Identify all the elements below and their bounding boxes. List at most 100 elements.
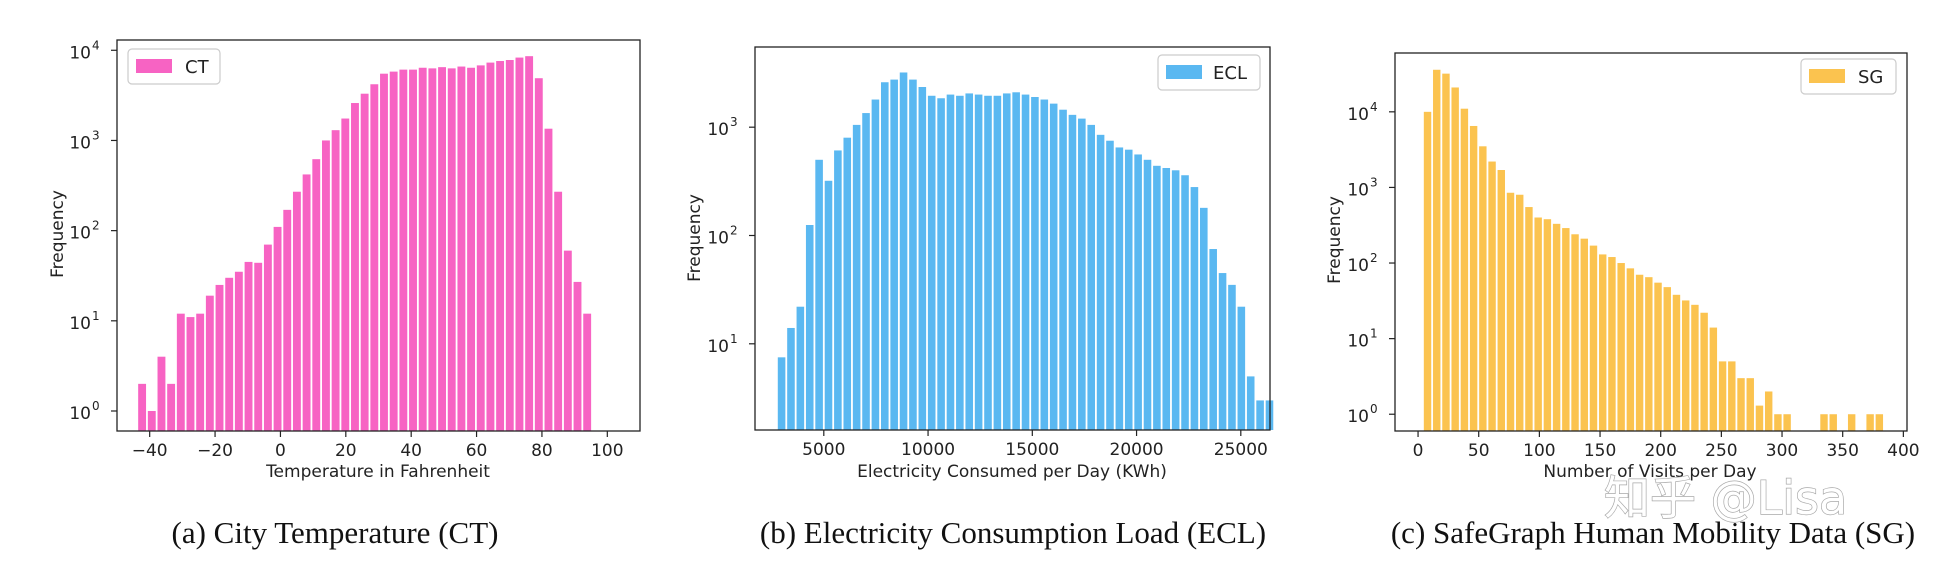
sg-y-tick-label: 10 bbox=[1347, 105, 1369, 125]
ct-bar bbox=[496, 61, 505, 432]
sg-bar bbox=[1442, 73, 1450, 431]
sg-x-axis-label: Number of Visits per Day bbox=[1543, 462, 1756, 482]
sg-bar bbox=[1516, 194, 1524, 431]
ecl-bar bbox=[1190, 187, 1199, 430]
ct-x-tick-label: 60 bbox=[466, 441, 488, 461]
sg-bar bbox=[1488, 161, 1496, 432]
sg-y-tick-exponent: 4 bbox=[1370, 100, 1378, 114]
sg-x-tick-label: 200 bbox=[1644, 441, 1676, 461]
ct-bar bbox=[341, 118, 350, 431]
ct-bar bbox=[196, 313, 205, 431]
ecl-bar bbox=[787, 327, 795, 430]
ecl-bar bbox=[1031, 97, 1039, 430]
ct-x-tick-label: 80 bbox=[531, 441, 553, 461]
ecl-x-axis-label: Electricity Consumed per Day (KWh) bbox=[857, 462, 1167, 482]
ct-caption: (a) City Temperature (CT) bbox=[172, 515, 499, 550]
ct-bar bbox=[331, 130, 340, 431]
ecl-bar bbox=[899, 72, 908, 430]
sg-bar bbox=[1829, 414, 1837, 431]
ct-legend-swatch bbox=[136, 59, 172, 73]
sg-x-tick-label: 250 bbox=[1705, 441, 1737, 461]
sg-bar bbox=[1599, 254, 1607, 431]
ct-legend-box bbox=[127, 48, 221, 85]
ecl-bar bbox=[881, 82, 889, 431]
ecl-bar bbox=[1078, 118, 1086, 431]
ct-bar bbox=[505, 60, 514, 431]
ecl-bar bbox=[1237, 306, 1246, 430]
ct-x-tick-label: 20 bbox=[335, 441, 357, 461]
ecl-legend-swatch bbox=[1166, 65, 1202, 79]
sg-y-tick-exponent: 0 bbox=[1370, 402, 1378, 416]
ecl-bar bbox=[1134, 154, 1142, 430]
ecl-y-tick-exponent: 2 bbox=[730, 223, 738, 237]
ct-x-tick-label: 100 bbox=[591, 441, 623, 461]
ecl-bar bbox=[1021, 94, 1030, 430]
sg-bar bbox=[1635, 274, 1644, 431]
ecl-caption: (b) Electricity Consumption Load (ECL) bbox=[760, 515, 1266, 550]
ecl-bar bbox=[1256, 400, 1264, 430]
ct-y-tick-exponent: 3 bbox=[92, 128, 100, 142]
ecl-bar bbox=[1059, 109, 1067, 431]
sg-bar bbox=[1645, 277, 1653, 431]
ecl-bar bbox=[937, 98, 945, 430]
sg-x-tick-label: 350 bbox=[1826, 441, 1858, 461]
sg-bar bbox=[1534, 217, 1542, 431]
ecl-bar bbox=[1096, 134, 1105, 430]
ct-y-tick-label: 10 bbox=[69, 133, 91, 153]
ecl-bar bbox=[1068, 114, 1077, 430]
ecl-x-tick-label: 5000 bbox=[802, 440, 845, 460]
sg-bar bbox=[1617, 263, 1625, 431]
sg-x-tick-label: 100 bbox=[1523, 441, 1555, 461]
sg-bar bbox=[1552, 223, 1561, 431]
sg-caption: (c) SafeGraph Human Mobility Data (SG) bbox=[1391, 515, 1915, 550]
ecl-bar bbox=[1246, 376, 1255, 430]
ct-bar bbox=[176, 313, 185, 431]
ct-x-tick-label: −40 bbox=[132, 441, 168, 461]
ecl-bar bbox=[843, 137, 852, 430]
ecl-bar bbox=[1087, 124, 1095, 430]
ecl-bar bbox=[1218, 273, 1227, 430]
ecl-x-tick-label: 10000 bbox=[901, 440, 955, 460]
ct-bar bbox=[167, 383, 176, 431]
sg-bar bbox=[1681, 300, 1690, 431]
ct-bar bbox=[138, 383, 147, 431]
ct-bar bbox=[234, 271, 243, 431]
ct-bar bbox=[525, 56, 534, 432]
ct-bar bbox=[147, 410, 156, 431]
ecl-bar bbox=[965, 93, 974, 431]
ecl-bar bbox=[777, 357, 786, 430]
sg-bar bbox=[1626, 268, 1635, 431]
ct-bar bbox=[389, 71, 398, 432]
sg-legend-box bbox=[1800, 58, 1897, 95]
sg-bar bbox=[1580, 238, 1588, 431]
ecl-bar bbox=[1040, 99, 1049, 430]
ecl-bar bbox=[871, 99, 880, 430]
ct-plot-frame bbox=[116, 39, 641, 432]
ecl-bar bbox=[1171, 170, 1180, 431]
sg-bar bbox=[1700, 312, 1708, 431]
sg-bar bbox=[1774, 414, 1782, 431]
sg-bar bbox=[1847, 414, 1856, 431]
ct-bar bbox=[486, 62, 495, 431]
ct-bar bbox=[438, 67, 446, 432]
sg-legend-swatch bbox=[1809, 69, 1845, 83]
sg-bar bbox=[1663, 287, 1671, 431]
ct-bar bbox=[302, 174, 311, 431]
ct-bar bbox=[476, 65, 485, 431]
ecl-bar bbox=[927, 95, 936, 431]
ecl-bar bbox=[1115, 147, 1124, 430]
ecl-bar bbox=[796, 306, 805, 430]
ct-legend-label: CT bbox=[185, 57, 210, 78]
ecl-bar bbox=[852, 124, 861, 430]
ecl-x-tick-label: 25000 bbox=[1214, 440, 1268, 460]
sg-bar bbox=[1543, 219, 1552, 431]
sg-y-tick-label: 10 bbox=[1347, 407, 1369, 427]
ct-bar bbox=[467, 67, 476, 431]
sg-bar bbox=[1866, 414, 1874, 431]
ct-bar bbox=[351, 103, 359, 431]
sg-bar bbox=[1746, 378, 1754, 431]
